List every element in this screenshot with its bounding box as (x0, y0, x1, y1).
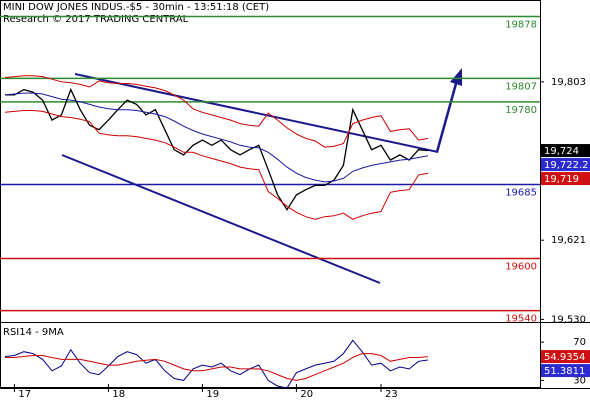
y-tick-label: 19,530 (551, 314, 586, 325)
price-tag (541, 144, 590, 158)
price-tag-label: 19,724 (544, 146, 579, 157)
y-tick-label: 30 (573, 375, 586, 386)
series-line (4, 75, 429, 148)
rsi-title: RSI14 - 9MA (3, 327, 64, 338)
level-label: 19540 (505, 314, 537, 325)
level-label: 19780 (505, 105, 537, 116)
price-tag-label: 54.9354 (544, 352, 585, 363)
channel-upper (74, 73, 439, 153)
x-tick-label: 17 (18, 389, 31, 400)
x-tick-label: 20 (300, 389, 313, 400)
level-label: 19600 (505, 261, 537, 272)
x-tick-label: 18 (112, 389, 125, 400)
level-label: 19807 (505, 81, 537, 92)
y-tick-label: 19,621 (551, 235, 586, 246)
x-tick-label: 19 (206, 389, 219, 400)
price-tag-label: 51.3811 (544, 366, 585, 377)
price-tag (541, 172, 590, 186)
series-line (5, 353, 429, 381)
series-line (4, 339, 429, 389)
price-tag-label: 19,719 (544, 174, 579, 185)
chart-subtitle: Research © 2017 TRADING CENTRAL (3, 14, 189, 25)
y-tick-label: 70 (573, 337, 586, 348)
price-tag-label: 19,722.2 (544, 160, 589, 171)
x-tick-label: 23 (385, 389, 398, 400)
arrow-head (450, 68, 462, 86)
price-tag (541, 158, 590, 172)
price-tag (541, 350, 590, 364)
chart-title: MINI DOW JONES INDUS.-$5 - 30min - 13:51… (3, 2, 269, 13)
series-line (4, 92, 429, 183)
forecast-arrow (435, 79, 459, 153)
price-tag (541, 364, 590, 378)
level-label: 19878 (505, 20, 537, 31)
series-line (4, 110, 429, 220)
level-label: 19685 (505, 187, 537, 198)
frame (0, 0, 541, 388)
series-line (5, 87, 429, 211)
channel-lower (61, 154, 381, 284)
y-tick-label: 19,803 (551, 77, 586, 88)
